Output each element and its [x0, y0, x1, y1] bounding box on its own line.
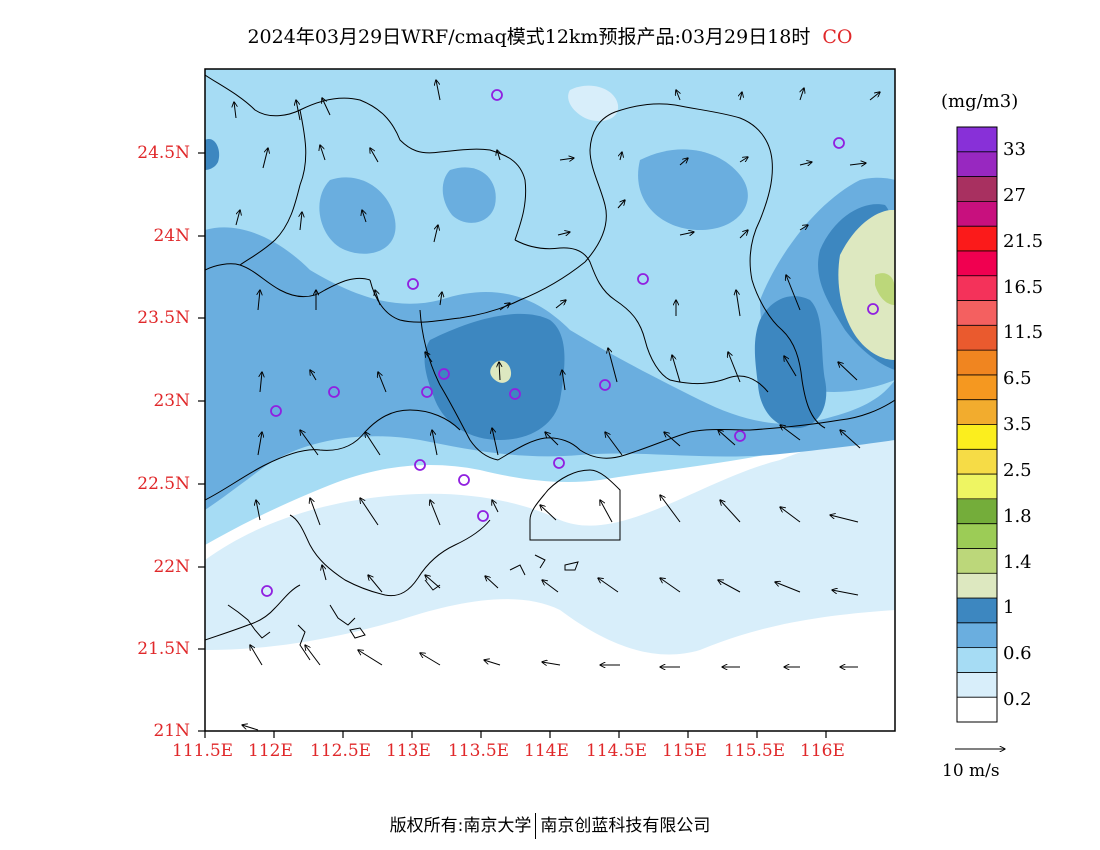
colorbar-swatch	[957, 250, 997, 277]
footer-separator	[535, 813, 537, 839]
colorbar-label: 6.5	[1003, 368, 1032, 389]
lat-label: 21N	[153, 721, 190, 741]
colorbar-swatch	[957, 275, 997, 302]
station-marker	[477, 510, 489, 522]
colorbar-swatch	[957, 300, 997, 326]
colorbar-swatch	[957, 622, 997, 649]
colorbar-label: 33	[1003, 139, 1026, 160]
colorbar-swatch	[957, 424, 997, 450]
station-marker	[833, 137, 845, 149]
wind-reference-label: 10 m/s	[942, 761, 1000, 781]
lon-label: 114E	[524, 741, 569, 761]
lat-label: 24.5N	[137, 143, 190, 163]
footer-left: 版权所有:南京大学	[389, 816, 532, 836]
contour-1-4-center	[490, 360, 512, 383]
station-marker	[421, 386, 433, 398]
colorbar-label: 1	[1003, 597, 1015, 618]
station-marker	[458, 474, 470, 486]
colorbar-swatch	[957, 573, 997, 599]
colorbar-label: 27	[1003, 185, 1026, 206]
station-marker	[414, 459, 426, 471]
colorbar-swatch	[957, 201, 997, 227]
colorbar-label: 3.5	[1003, 414, 1032, 435]
colorbar-swatch	[957, 598, 997, 624]
lon-label: 115E	[662, 741, 707, 761]
colorbar-swatch	[957, 176, 997, 202]
colorbar-swatch	[957, 498, 997, 525]
colorbar-swatch	[957, 127, 997, 153]
station-marker	[553, 457, 565, 469]
station-marker	[407, 278, 419, 290]
colorbar-label: 0.2	[1003, 689, 1032, 710]
colorbar-swatch	[957, 548, 997, 574]
axis-ticks	[198, 152, 827, 738]
colorbar-label: 16.5	[1003, 277, 1044, 298]
station-marker	[328, 386, 340, 398]
colorbar-swatch	[957, 672, 997, 698]
station-marker	[261, 585, 273, 597]
lat-label: 23N	[153, 391, 190, 411]
lat-label: 22N	[153, 557, 190, 577]
station-marker	[867, 303, 879, 315]
contour-1-4-east	[838, 210, 895, 360]
species-label: CO	[822, 26, 853, 48]
colorbar-swatch	[957, 474, 997, 500]
lat-label: 23.5N	[137, 308, 190, 328]
contour-1-0-east	[754, 296, 827, 429]
footer-right: 南京创蓝科技有限公司	[540, 816, 711, 836]
lon-label: 112E	[248, 741, 293, 761]
colorbar-swatch	[957, 399, 997, 425]
colorbar-swatch	[957, 449, 997, 475]
colorbar-label: 1.4	[1003, 552, 1032, 573]
colorbar	[957, 127, 997, 723]
title-text: 2024年03月29日WRF/cmaq模式12km预报产品:03月29日18时	[247, 26, 811, 48]
colorbar-swatch	[957, 647, 997, 673]
lon-label: 114.5E	[586, 741, 648, 761]
colorbar-label: 1.8	[1003, 506, 1032, 527]
lon-label: 112.5E	[310, 741, 372, 761]
map-title: 2024年03月29日WRF/cmaq模式12km预报产品:03月29日18时 C…	[0, 22, 1100, 49]
colorbar-swatch	[957, 374, 997, 401]
lat-label: 22.5N	[137, 474, 190, 494]
lon-label: 113.5E	[448, 741, 510, 761]
station-marker	[491, 89, 503, 101]
colorbar-swatch	[957, 325, 997, 351]
station-marker	[599, 379, 611, 391]
colorbar-label: 2.5	[1003, 460, 1032, 481]
footer: 版权所有:南京大学 南京创蓝科技有限公司	[0, 811, 1100, 839]
lon-label: 111.5E	[172, 741, 234, 761]
station-markers	[261, 89, 879, 597]
station-marker	[509, 388, 521, 400]
station-marker	[438, 368, 450, 380]
lon-label: 113E	[386, 741, 431, 761]
colorbar-label: 0.6	[1003, 643, 1032, 664]
colorbar-swatch	[957, 350, 997, 376]
colorbar-label: 21.5	[1003, 231, 1044, 252]
lon-label: 115.5E	[724, 741, 786, 761]
station-marker	[270, 405, 282, 417]
station-marker	[734, 430, 746, 442]
concentration-field	[205, 69, 895, 731]
wind-vectors	[234, 80, 880, 731]
colorbar-swatch	[957, 151, 997, 178]
colorbar-label: 11.5	[1003, 322, 1044, 343]
colorbar-units: (mg/m3)	[941, 91, 1019, 112]
contour-0-2	[205, 420, 895, 655]
colorbar-swatch	[957, 523, 997, 549]
lon-label: 116E	[800, 741, 845, 761]
colorbar-frame	[956, 126, 998, 723]
station-marker	[637, 273, 649, 285]
lat-label: 21.5N	[137, 639, 190, 659]
colorbar-swatch	[957, 697, 997, 723]
colorbar-swatch	[957, 226, 997, 252]
lat-label: 24N	[153, 226, 190, 246]
